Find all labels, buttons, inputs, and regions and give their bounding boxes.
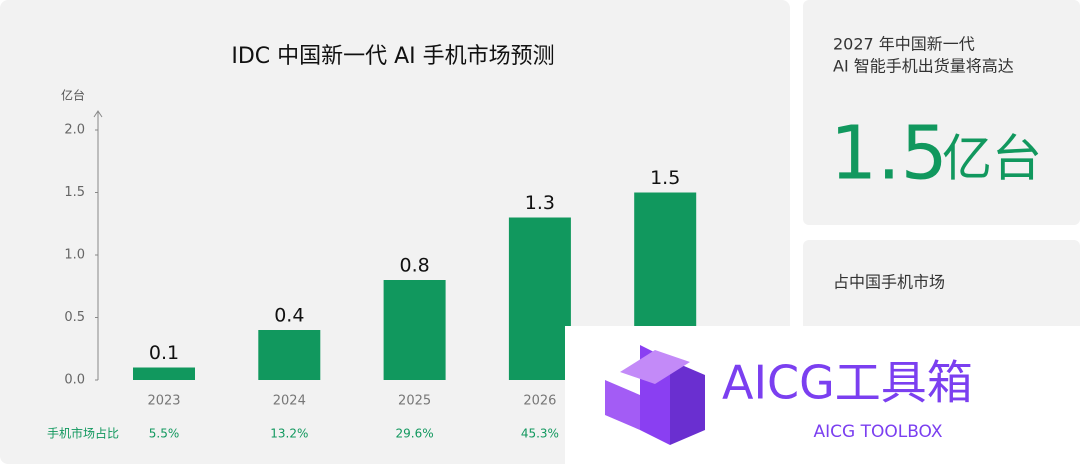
row-value: 5.5% — [149, 427, 180, 441]
logo-shape — [620, 350, 690, 384]
x-tick-label: 2024 — [273, 394, 306, 409]
bar — [383, 280, 446, 380]
value-label: 1.5 — [650, 167, 680, 189]
bar — [508, 217, 571, 380]
y-axis-label: 亿台 — [61, 88, 85, 103]
y-tick-label: 0.0 — [64, 373, 85, 388]
big-number: 1.5 — [830, 111, 948, 197]
big-unit: 亿台 — [942, 130, 1042, 188]
y-tick-label: 1.5 — [64, 185, 85, 200]
panel-text: 2027 年中国新一代 — [833, 35, 975, 54]
x-tick-label: 2026 — [523, 394, 556, 409]
panel-text: 占中国手机市场 — [833, 273, 945, 292]
value-label: 0.8 — [399, 255, 429, 277]
logo-shape — [670, 360, 705, 445]
row-label: 手机市场占比 — [47, 426, 119, 441]
panel-text: AI 智能手机出货量将高达 — [833, 57, 1014, 76]
row-value: 45.3% — [521, 427, 559, 441]
watermark-logo — [605, 345, 705, 445]
bar — [133, 367, 195, 380]
chart-title: IDC 中国新一代 AI 手机市场预测 — [231, 44, 554, 69]
watermark-subtitle: AICG TOOLBOX — [813, 422, 942, 442]
x-tick-label: 2023 — [147, 394, 180, 409]
watermark-title: AICG工具箱 — [722, 356, 973, 410]
side-panel — [803, 0, 1080, 225]
value-label: 0.4 — [274, 305, 304, 327]
value-label: 1.3 — [525, 192, 555, 214]
chart-layer: 0.0 0.5 1.0 1.5 2.0 0.1 2023 5.5% 0.4 2024 13.2% 0.… — [47, 123, 697, 441]
y-tick-label: 0.5 — [64, 310, 85, 325]
y-tick-label: 1.0 — [64, 248, 85, 263]
x-tick-label: 2025 — [398, 394, 431, 409]
logo-shape — [605, 380, 640, 430]
row-value: 13.2% — [270, 427, 308, 441]
row-value: 29.6% — [396, 427, 434, 441]
axis-arrow — [93, 110, 103, 118]
y-tick-label: 2.0 — [64, 123, 85, 138]
bar — [258, 330, 321, 380]
value-label: 0.1 — [149, 342, 179, 364]
